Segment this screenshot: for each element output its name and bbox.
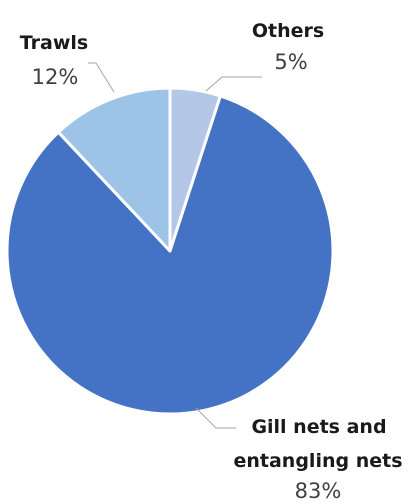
label-gill-nets-name-line2: entangling nets (233, 450, 402, 472)
label-others-name: Others (252, 20, 324, 42)
pie-slice-trawls (56, 86, 172, 253)
label-gill-nets-value: 83% (295, 479, 342, 503)
pie-slices (5, 86, 335, 416)
label-others-value: 5% (274, 50, 307, 74)
pie-slice-gill-nets-and-entangling-nets (5, 94, 335, 416)
label-trawls-value: 12% (32, 65, 79, 89)
leader-line-others (205, 76, 262, 92)
label-trawls-name: Trawls (20, 32, 88, 54)
leader-line-gill-nets (195, 407, 236, 429)
leader-line-trawls (88, 62, 115, 93)
label-gill-nets-name-line1: Gill nets and (251, 416, 386, 438)
